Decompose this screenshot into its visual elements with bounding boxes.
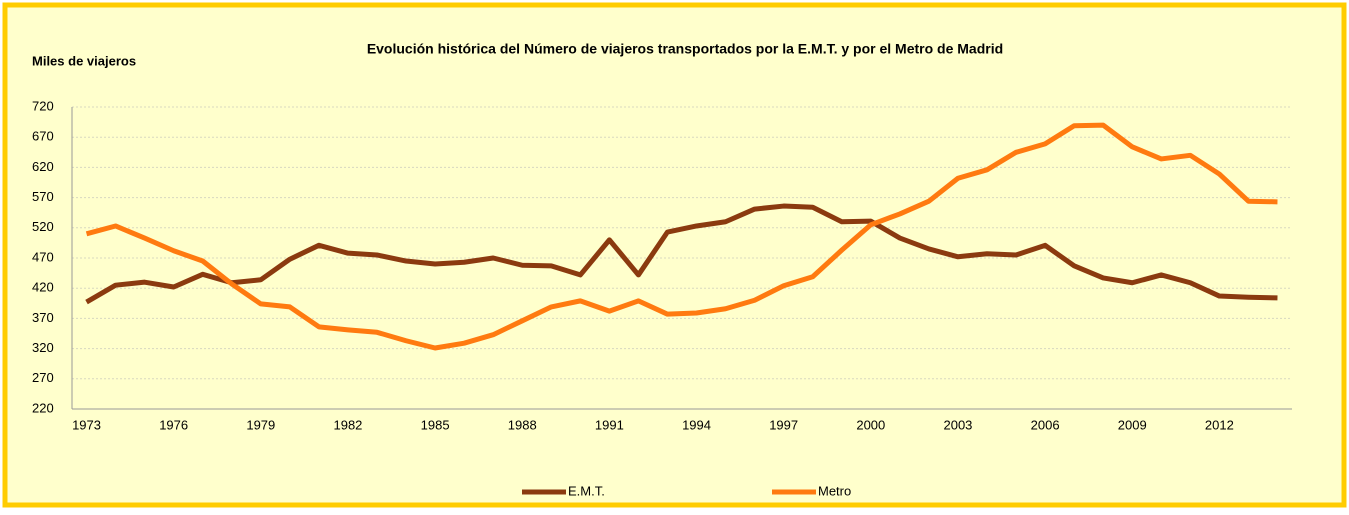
y-tick-label: 720 (32, 98, 54, 113)
x-tick-label: 2006 (1031, 417, 1060, 432)
y-axis-label: Miles de viajeros (32, 53, 136, 68)
y-tick-label: 570 (32, 189, 54, 204)
legend-label: Metro (818, 483, 851, 498)
y-tick-label: 520 (32, 219, 54, 234)
chart-frame (2, 2, 1347, 508)
y-tick-label: 470 (32, 249, 54, 264)
x-tick-label: 1976 (159, 417, 188, 432)
x-tick-label: 2012 (1205, 417, 1234, 432)
y-tick-label: 320 (32, 340, 54, 355)
series-line (85, 203, 1278, 305)
x-tick-label: 1973 (72, 417, 101, 432)
x-tick-label: 2003 (943, 417, 972, 432)
y-tick-label: 420 (32, 280, 54, 295)
x-tick-label: 2009 (1118, 417, 1147, 432)
chart-title: Evolución histórica del Número de viajer… (367, 41, 1003, 57)
y-tick-label: 220 (32, 400, 54, 415)
y-tick-label: 270 (32, 370, 54, 385)
y-tick-label: 620 (32, 159, 54, 174)
legend-label: E.M.T. (568, 483, 605, 498)
series-line (85, 122, 1278, 351)
x-tick-label: 1988 (508, 417, 537, 432)
x-tick-label: 1997 (769, 417, 798, 432)
x-tick-label: 1985 (421, 417, 450, 432)
y-tick-label: 670 (32, 129, 54, 144)
x-tick-label: 1991 (595, 417, 624, 432)
y-tick-label: 370 (32, 310, 54, 325)
x-tick-label: 2000 (856, 417, 885, 432)
x-tick-label: 1994 (682, 417, 711, 432)
x-tick-label: 1982 (333, 417, 362, 432)
x-tick-label: 1979 (246, 417, 275, 432)
